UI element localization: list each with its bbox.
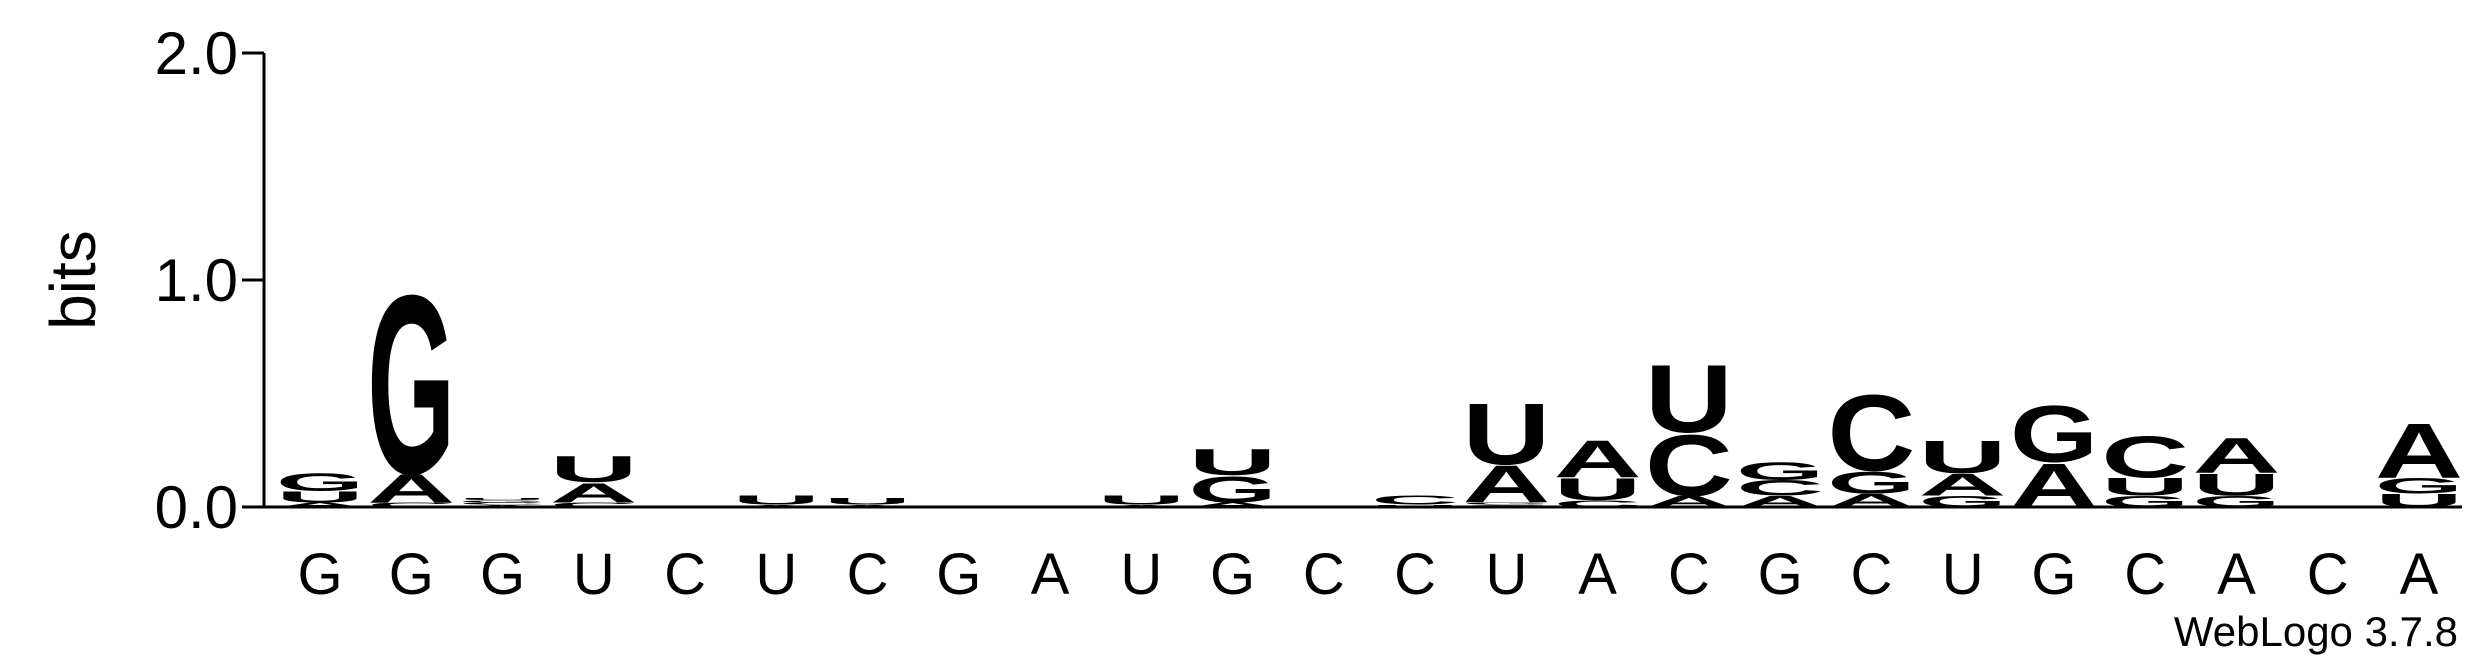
logo-letter: U [1371,504,1459,507]
logo-letter: G [2101,493,2189,510]
logo-letter: U [1097,494,1185,508]
x-tick-label: A [1578,542,1617,607]
logo-letter: C [550,501,638,508]
y-tick-label: 0.0 [155,474,238,541]
logo-letter: A [459,504,547,507]
logo-letter: A [2375,407,2463,494]
logo-letter: U [2101,473,2189,501]
x-tick-label: G [297,542,342,607]
x-tick-label: A [1031,542,1070,607]
logo-letter: C [1462,504,1550,507]
x-tick-label: U [573,542,615,607]
logo-letter: U [1189,442,1277,484]
x-tick-label: G [480,542,525,607]
logo-letter: A [824,504,912,507]
logo-letter: U [1645,345,1733,453]
x-tick-label: C [1303,542,1345,607]
footer: WebLogo 3.7.8 [2174,608,2458,655]
x-tick-label: G [2031,542,2076,607]
logo-letter: C [367,501,455,508]
logo-letter: G [2192,493,2280,510]
logo-letter: A [1645,493,1733,510]
logo-letter: C [1736,476,1824,500]
x-tick-label: C [2124,542,2166,607]
logo-letter: G [367,243,455,529]
logo-letter: A [1827,490,1915,511]
logo-letter: A [1462,455,1550,514]
logo-letter: A [1919,467,2007,502]
logo-letter: A [2010,451,2098,521]
x-tick-label: C [847,542,889,607]
logo-letter: G [2375,474,2463,498]
logo-letter: C [1827,373,1915,495]
logo-letter: U [824,496,912,506]
logo-letter: U [1554,472,1642,507]
logo-letter: G [1919,493,2007,510]
logo-letter: U [459,497,547,500]
logo-letter: G [276,469,364,497]
x-tick-label: G [936,542,981,607]
x-tick-label: C [1668,542,1710,607]
logo-letter: U [2375,490,2463,511]
logo-letter: U [1919,430,2007,483]
x-tick-label: U [755,542,797,607]
logo-letter: A [1189,501,1277,508]
logo-letter: U [1462,385,1550,483]
logo-letter: C [2101,425,2189,491]
x-tick-label: U [1120,542,1162,607]
logo-letter: U [732,494,820,508]
x-tick-label: G [389,542,434,607]
logo-letter: C [1371,494,1459,508]
x-tick-label: C [1850,542,1892,607]
logo-letter: G [1736,458,1824,486]
logo-letter: G [1462,502,1550,505]
x-tick-label: C [2307,542,2349,607]
logo-letter: U [2192,467,2280,502]
x-tick-label: A [2400,542,2439,607]
logo-letter: C [459,502,547,505]
x-tick-label: G [1210,542,1255,607]
x-tick-label: U [1485,542,1527,607]
logo-letter: U [550,448,638,490]
logo-letter: G [2010,390,2098,480]
logo-letter: A [550,477,638,508]
logo-letter: U [276,489,364,506]
logo-letter: G [1189,469,1277,511]
y-tick-label: 1.0 [155,247,238,314]
logo-letter: A [1736,493,1824,510]
logo-letter: A [732,504,820,507]
logo-letter: G [459,500,547,503]
x-tick-label: C [664,542,706,607]
logo-letter: G [1827,465,1915,500]
logo-letter: A [276,501,364,508]
x-tick-label: G [1758,542,1803,607]
logo-letter: C [1554,499,1642,509]
x-tick-label: U [1942,542,1984,607]
y-tick-label: 2.0 [155,20,238,87]
logo-letter: A [2192,428,2280,484]
logo-letter: C [1645,417,1733,515]
x-tick-label: A [2217,542,2256,607]
x-tick-label: C [1394,542,1436,607]
logo-letter: A [1554,430,1642,489]
y-axis-label: bits [37,230,109,330]
logo-letter: A [1097,504,1185,507]
logo-letter: A [367,466,455,511]
